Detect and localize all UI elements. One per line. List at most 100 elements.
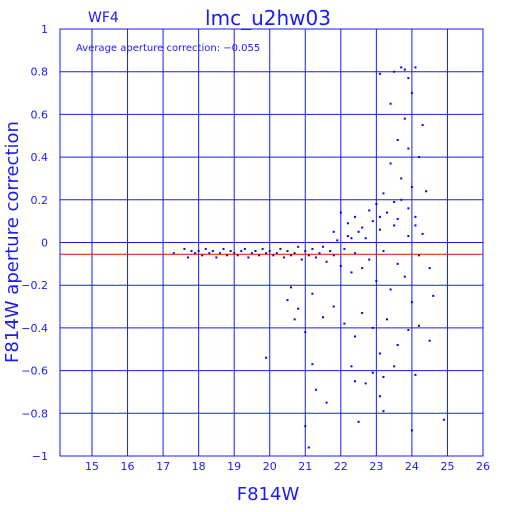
data-point <box>183 247 186 250</box>
data-point <box>361 311 364 314</box>
data-point <box>243 247 246 250</box>
data-point <box>172 252 175 255</box>
data-point <box>233 252 236 255</box>
data-point <box>396 262 399 265</box>
data-point <box>290 254 293 257</box>
data-point <box>194 252 197 255</box>
data-point <box>410 92 413 95</box>
data-point <box>311 363 314 366</box>
x-tick-label: 16 <box>121 460 135 473</box>
data-point <box>286 299 289 302</box>
data-point <box>378 228 381 231</box>
data-point <box>368 209 371 212</box>
data-point <box>378 352 381 355</box>
data-point <box>428 339 431 342</box>
data-point <box>382 376 385 379</box>
data-point <box>407 329 410 332</box>
data-point <box>304 250 307 253</box>
grid-lines <box>60 28 484 457</box>
data-point <box>275 252 278 255</box>
x-tick-label: 26 <box>476 460 490 473</box>
data-point <box>364 237 367 240</box>
data-point <box>350 271 353 274</box>
data-point <box>407 147 410 150</box>
data-point <box>218 252 221 255</box>
y-tick-label: 0.4 <box>31 151 49 164</box>
data-point <box>361 267 364 270</box>
y-tick-labels: 1 0.8 0.6 0.4 0.2 0 −0.2 −0.4 −0.6 −0.8 −1 <box>21 23 48 463</box>
data-point <box>386 211 389 214</box>
data-point <box>400 177 403 180</box>
data-point <box>357 420 360 423</box>
data-point <box>332 305 335 308</box>
data-point <box>190 250 193 253</box>
data-point <box>322 316 325 319</box>
y-tick-label: 0.6 <box>31 108 49 121</box>
data-point <box>290 286 293 289</box>
data-point <box>361 226 364 229</box>
data-point <box>346 235 349 238</box>
data-point <box>393 365 396 368</box>
data-point <box>336 239 339 242</box>
data-point <box>382 192 385 195</box>
y-tick-label: 0 <box>41 237 48 250</box>
data-point <box>403 68 406 71</box>
data-point <box>403 117 406 120</box>
data-point <box>250 252 253 255</box>
data-point <box>261 247 264 250</box>
data-point <box>204 247 207 250</box>
data-point <box>236 254 239 257</box>
data-point <box>332 230 335 233</box>
data-point <box>265 252 268 255</box>
data-point <box>297 245 300 248</box>
data-point <box>393 200 396 203</box>
data-point <box>297 307 300 310</box>
data-point <box>378 72 381 75</box>
plot-frame <box>59 28 484 457</box>
x-tick-label: 19 <box>227 460 241 473</box>
x-tick-label: 17 <box>156 460 170 473</box>
x-tick-label: 22 <box>334 460 348 473</box>
data-point <box>346 222 349 225</box>
data-point <box>222 247 225 250</box>
data-point <box>386 318 389 321</box>
data-point <box>343 247 346 250</box>
data-point <box>378 215 381 218</box>
average-correction-annotation: Average aperture correction: −0.055 <box>76 43 260 54</box>
x-tick-label: 21 <box>298 460 312 473</box>
data-point <box>389 102 392 105</box>
data-point <box>400 198 403 201</box>
y-tick-label: −0.4 <box>21 322 48 335</box>
data-point <box>226 254 229 257</box>
x-axis-label: F814W <box>237 484 300 505</box>
data-point <box>371 371 374 374</box>
data-point <box>258 254 261 257</box>
data-point <box>414 224 417 227</box>
data-point <box>314 388 317 391</box>
data-point <box>396 218 399 221</box>
data-point <box>428 267 431 270</box>
y-tick-label: −0.8 <box>21 407 48 420</box>
data-point <box>375 203 378 206</box>
data-point <box>279 247 282 250</box>
data-point <box>418 156 421 159</box>
x-tick-label: 24 <box>405 460 419 473</box>
data-point <box>432 294 435 297</box>
data-point <box>354 215 357 218</box>
data-point <box>410 429 413 432</box>
data-point <box>410 185 413 188</box>
x-tick-label: 18 <box>192 460 206 473</box>
data-point <box>300 258 303 261</box>
data-point <box>186 256 189 259</box>
data-point <box>393 224 396 227</box>
data-point <box>247 256 250 259</box>
data-point <box>364 382 367 385</box>
data-point <box>240 250 243 253</box>
data-point <box>371 220 374 223</box>
data-point <box>425 190 428 193</box>
x-tick-label: 23 <box>369 460 383 473</box>
data-point <box>311 247 314 250</box>
data-point <box>354 252 357 255</box>
data-point <box>421 124 424 127</box>
data-point <box>389 162 392 165</box>
